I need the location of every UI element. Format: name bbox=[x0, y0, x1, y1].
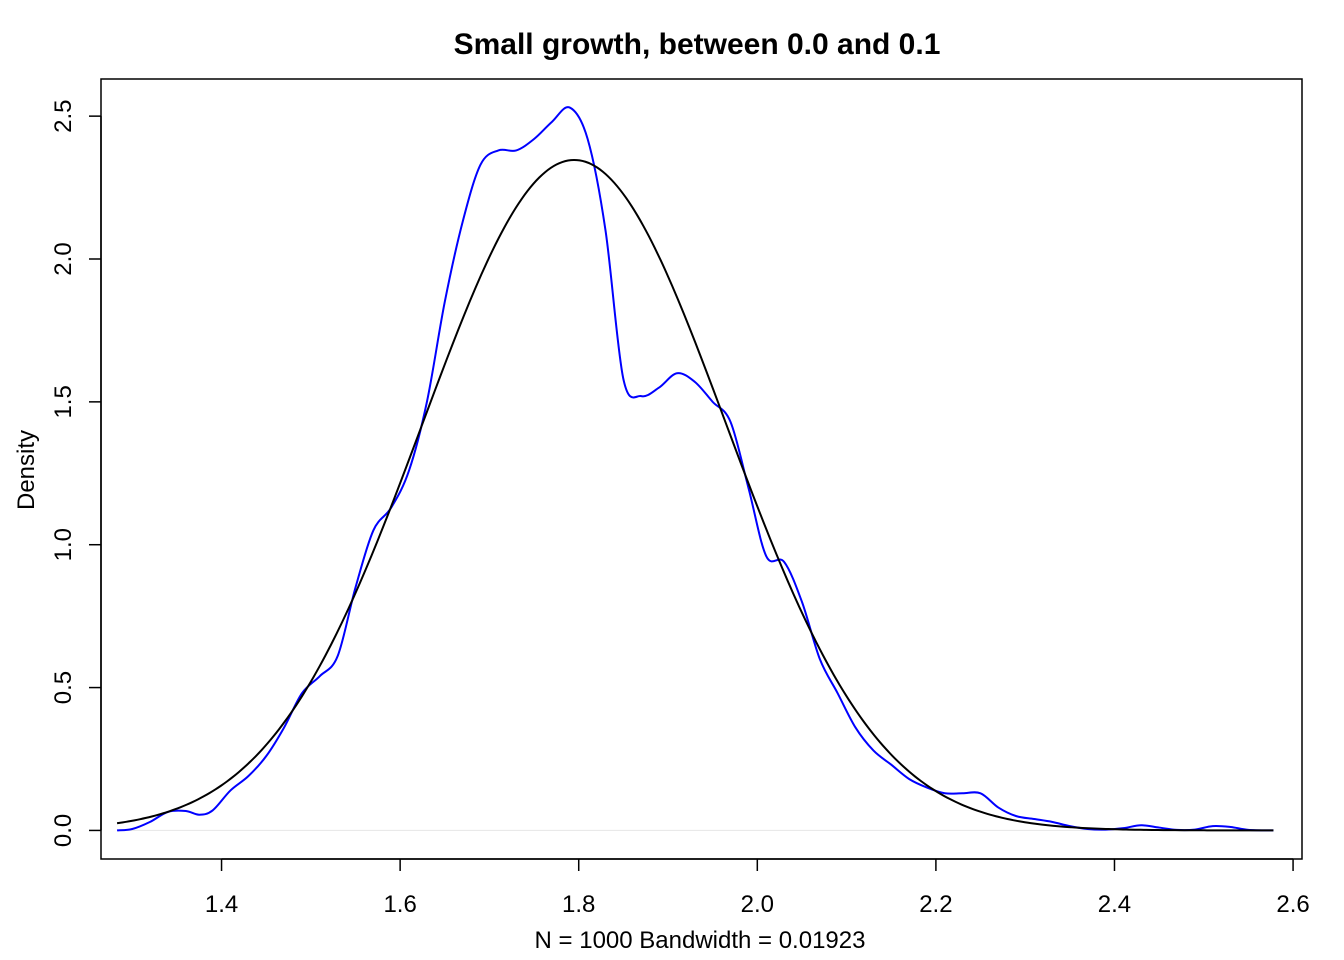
y-tick-label: 1.0 bbox=[50, 528, 77, 561]
series-layer bbox=[116, 106, 1274, 832]
x-tick-label: 1.6 bbox=[383, 891, 416, 918]
plot-area-border bbox=[100, 78, 1303, 860]
normal-curve-line bbox=[116, 158, 1274, 832]
x-tick-label: 2.0 bbox=[741, 891, 774, 918]
y-tick-label: 0.5 bbox=[50, 671, 77, 704]
x-tick-label: 2.4 bbox=[1098, 891, 1131, 918]
y-tick-label: 2.5 bbox=[50, 99, 77, 132]
y-tick-label: 0.0 bbox=[50, 814, 77, 847]
y-tick-label: 2.0 bbox=[50, 242, 77, 275]
y-tick-label: 1.5 bbox=[50, 385, 77, 418]
y-axis: 0.0 0.5 1.0 1.5 2.0 2.5 bbox=[50, 99, 102, 847]
x-axis: 1.4 1.6 1.8 2.0 2.2 2.4 2.6 bbox=[205, 858, 1310, 918]
chart-title: Small growth, between 0.0 and 0.1 bbox=[454, 28, 941, 61]
x-axis-label: N = 1000 Bandwidth = 0.01923 bbox=[535, 927, 866, 954]
x-tick-label: 2.2 bbox=[919, 891, 952, 918]
y-axis-label: Density bbox=[13, 430, 40, 510]
x-tick-label: 2.6 bbox=[1276, 891, 1309, 918]
x-tick-label: 1.4 bbox=[205, 891, 238, 918]
density-curve-line bbox=[116, 106, 1274, 832]
x-tick-label: 1.8 bbox=[562, 891, 595, 918]
